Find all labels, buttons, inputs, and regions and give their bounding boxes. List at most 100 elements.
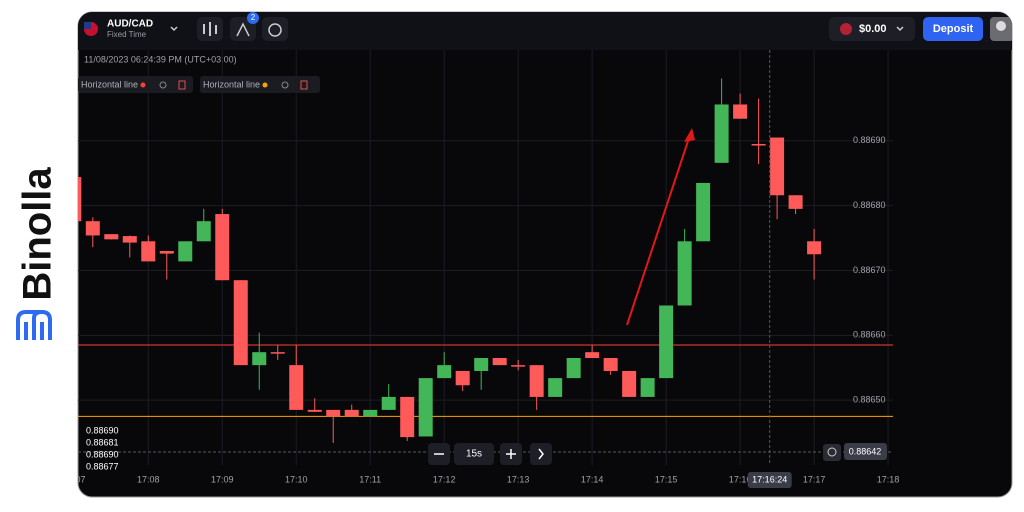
indicators-icon xyxy=(203,22,217,36)
x-tick-label: 17:16 xyxy=(729,474,752,484)
candle-body xyxy=(566,358,581,379)
drawing-visibility xyxy=(281,81,289,89)
balance: $0.00 xyxy=(859,23,887,35)
crosshair-price: 0.88642 xyxy=(849,446,882,456)
candle-body xyxy=(344,409,359,417)
y-tick-label: 0.88660 xyxy=(853,330,886,340)
drawings-icon xyxy=(236,22,250,37)
candle-body xyxy=(363,409,378,417)
badge-count: 2 xyxy=(251,13,256,22)
candle-body xyxy=(622,370,637,397)
alert-add-button[interactable] xyxy=(823,444,841,461)
candle-body xyxy=(289,365,304,410)
pair-mode: Fixed Time xyxy=(107,30,147,39)
balance-box[interactable] xyxy=(829,17,915,41)
drawing-name: Horizontal line xyxy=(81,79,138,89)
alert-add-icon xyxy=(827,447,837,457)
candle-body xyxy=(141,241,156,262)
ohlc-readout: 0.88690 xyxy=(86,425,119,435)
drawing-chip[interactable] xyxy=(200,76,320,93)
deposit-button[interactable] xyxy=(923,17,983,41)
candle-body xyxy=(659,305,674,379)
y-tick-label: 0.88670 xyxy=(853,265,886,275)
candle-body xyxy=(548,378,563,397)
candle-body xyxy=(455,370,470,386)
plus-icon xyxy=(506,449,516,459)
ohlc-readout: 0.88681 xyxy=(86,437,119,447)
alerts-icon xyxy=(268,23,282,37)
candle-body xyxy=(492,358,507,366)
candle-body xyxy=(677,241,692,306)
drawing-chip[interactable] xyxy=(78,76,193,93)
candle-body xyxy=(807,241,822,255)
drawing-delete xyxy=(178,80,186,90)
brand-name: Binolla xyxy=(16,167,60,301)
balance-chevron xyxy=(896,26,904,32)
deposit-label: Deposit xyxy=(933,23,974,35)
alerts-button[interactable] xyxy=(262,17,288,41)
candle-body xyxy=(788,195,803,209)
crosshair-time-tag xyxy=(747,472,792,488)
x-tick-label: 17:14 xyxy=(581,474,604,484)
pair-chevron[interactable] xyxy=(170,26,178,32)
x-tick-label: 17:11 xyxy=(359,474,381,484)
drawing-name: Horizontal line xyxy=(203,79,260,89)
drawing-color xyxy=(140,82,146,88)
drawing-color xyxy=(262,82,268,88)
candle-body xyxy=(270,352,285,354)
arrow xyxy=(626,134,691,326)
candle-body xyxy=(418,378,433,437)
pair-name[interactable]: AUD/CAD xyxy=(107,19,153,30)
drawing-delete xyxy=(300,80,308,90)
x-tick-label: 17:18 xyxy=(877,474,900,484)
candle-body xyxy=(770,137,785,196)
drawings-button[interactable] xyxy=(230,17,256,41)
candle-body xyxy=(196,221,211,242)
x-tick-label: 17:10 xyxy=(285,474,308,484)
y-tick-label: 0.88690 xyxy=(853,135,886,145)
drawing-visibility xyxy=(159,81,167,89)
x-tick-label: 17:17 xyxy=(803,474,826,484)
brand-icon xyxy=(16,310,52,340)
candle-body xyxy=(307,409,322,412)
balance-flag xyxy=(840,23,852,35)
pair-flag-part xyxy=(84,22,91,29)
crosshair-price-tag xyxy=(844,443,887,461)
x-tick-label: 17:09 xyxy=(211,474,234,484)
candle-body xyxy=(78,177,82,222)
timestamp: 11/08/2023 06:24:39 PM (UTC+03:00) xyxy=(84,54,237,64)
candle-body xyxy=(714,104,729,163)
candle-body xyxy=(122,236,137,243)
candle-body xyxy=(511,365,526,367)
candle-body xyxy=(751,144,766,146)
candle-body xyxy=(400,396,415,438)
candle-body xyxy=(104,234,119,240)
avatar-head xyxy=(996,21,1006,31)
candle-body xyxy=(733,104,748,119)
next-button[interactable] xyxy=(530,443,552,465)
candle-body xyxy=(696,182,711,242)
candle-body xyxy=(529,365,544,397)
arrow-head xyxy=(684,128,695,142)
ohlc-readout: 0.88690 xyxy=(86,449,119,459)
badge xyxy=(247,12,259,24)
timeframe-button[interactable] xyxy=(454,443,494,465)
candle-body xyxy=(603,358,618,371)
panel-content: AUD/CAD Fixed Time 2 $0.00 Deposit 11/08… xyxy=(63,12,1012,488)
candle-body xyxy=(474,358,489,371)
x-tick-label: 17:08 xyxy=(137,474,160,484)
candle-body xyxy=(233,280,248,366)
x-tick-label: 17:13 xyxy=(507,474,530,484)
candle-body xyxy=(585,352,600,359)
timeframe: 15s xyxy=(466,449,482,460)
y-tick-label: 0.88650 xyxy=(853,395,886,405)
candle-body xyxy=(159,251,174,254)
x-tick-label: 17:07 xyxy=(63,474,86,484)
crosshair-time: 17:16:24 xyxy=(752,474,787,484)
candle-body xyxy=(381,396,396,410)
candle-body xyxy=(640,378,655,397)
x-tick-label: 17:15 xyxy=(655,474,678,484)
x-tick-label: 17:12 xyxy=(433,474,456,484)
